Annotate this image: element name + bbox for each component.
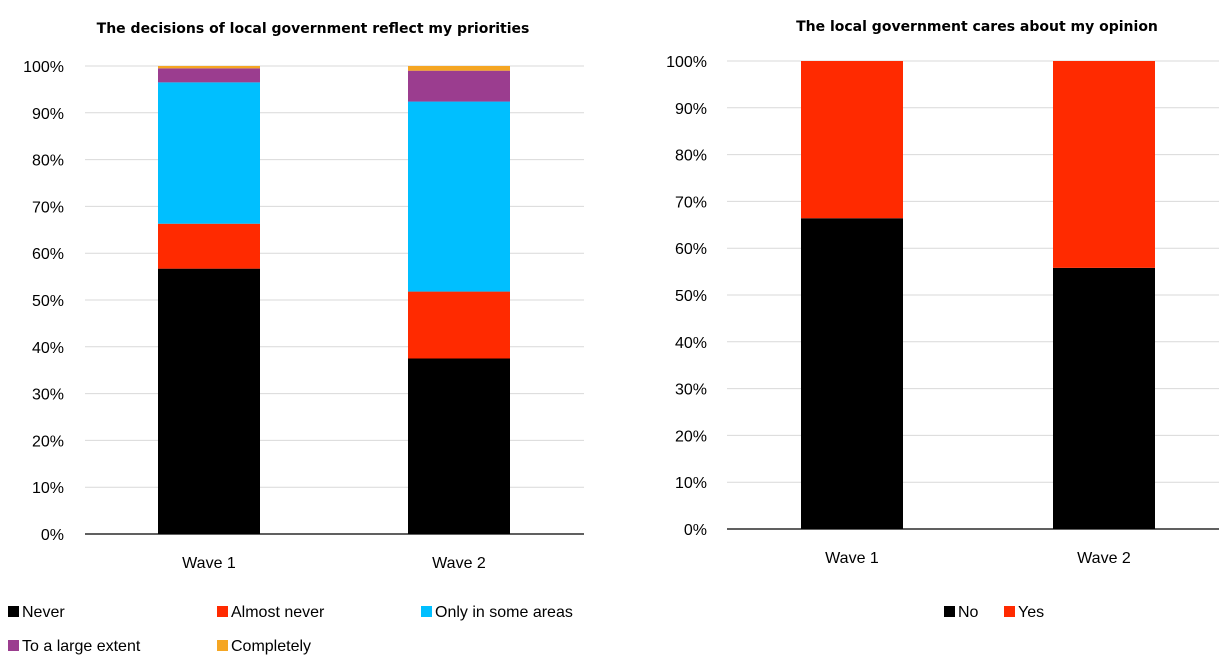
bar-segment [408, 101, 510, 292]
y-tick-label: 0% [684, 522, 707, 539]
chart-1-y-axis: 0% 10% 20% 30% 40% 50% 60% 70% 80% 90% 100% [23, 59, 64, 544]
legend-label: Only in some areas [435, 604, 573, 621]
bar-segment [1053, 61, 1155, 268]
legend-swatch [8, 640, 19, 651]
y-tick-label: 100% [23, 59, 64, 76]
x-tick-label: Wave 1 [825, 550, 879, 567]
bar-segment [158, 223, 260, 269]
y-tick-label: 20% [32, 433, 64, 450]
legend-item: No [944, 604, 979, 621]
x-tick-label: Wave 2 [1077, 550, 1131, 567]
bar-segment [408, 66, 510, 71]
x-tick-label: Wave 1 [182, 555, 236, 572]
y-tick-label: 0% [41, 527, 64, 544]
chart-1-x-axis: Wave 1 Wave 2 [85, 533, 584, 572]
legend-label: Almost never [231, 604, 325, 621]
chart-1-legend: Never Almost never Only in some areas To a … [8, 604, 573, 655]
bar-segment [158, 66, 260, 69]
y-tick-label: 30% [32, 387, 64, 404]
legend-label: Completely [231, 638, 311, 655]
legend-label: To a large extent [22, 638, 141, 655]
y-tick-label: 10% [675, 475, 707, 492]
bar-segment [801, 61, 903, 219]
y-tick-label: 50% [32, 293, 64, 310]
y-tick-label: 100% [666, 54, 707, 71]
legend-item: Yes [1004, 604, 1044, 621]
legend-item: Almost never [217, 604, 325, 621]
legend-label: Yes [1018, 604, 1044, 621]
legend-swatch [944, 606, 955, 617]
bar-segment [408, 358, 510, 534]
legend-swatch [217, 640, 228, 651]
y-tick-label: 50% [675, 288, 707, 305]
legend-item: Only in some areas [421, 604, 573, 621]
legend-label: Never [22, 604, 65, 621]
legend-swatch [1004, 606, 1015, 617]
y-tick-label: 40% [32, 340, 64, 357]
legend-swatch [217, 606, 228, 617]
y-tick-label: 70% [675, 194, 707, 211]
x-tick-label: Wave 2 [432, 555, 486, 572]
y-tick-label: 80% [32, 153, 64, 170]
chart-1-bars [158, 66, 510, 534]
legend-item: To a large extent [8, 638, 141, 655]
legend-label: No [958, 604, 979, 621]
y-tick-label: 90% [32, 106, 64, 123]
chart-2-y-axis: 0% 10% 20% 30% 40% 50% 60% 70% 80% 90% 100% [666, 54, 707, 539]
bar-segment [408, 291, 510, 359]
chart-2-title: The local government cares about my opin… [796, 19, 1158, 35]
legend-swatch [8, 606, 19, 617]
bar-segment [801, 218, 903, 530]
legend-item: Never [8, 604, 65, 621]
y-tick-label: 60% [32, 246, 64, 263]
y-tick-label: 90% [675, 101, 707, 118]
chart-2-x-axis: Wave 1 Wave 2 [727, 528, 1219, 567]
legend-swatch [421, 606, 432, 617]
y-tick-label: 30% [675, 382, 707, 399]
y-tick-label: 10% [32, 480, 64, 497]
chart-2-legend: No Yes [944, 604, 1044, 621]
y-tick-label: 40% [675, 335, 707, 352]
bar-segment [1053, 267, 1155, 529]
bar-segment [158, 82, 260, 224]
bar-segment [408, 70, 510, 102]
bar-segment [158, 268, 260, 534]
y-tick-label: 20% [675, 428, 707, 445]
chart-1-title: The decisions of local government reflec… [97, 21, 530, 37]
bar-segment [158, 68, 260, 83]
chart-decisions-priorities: The decisions of local government reflec… [8, 21, 584, 655]
chart-cares-opinion: The local government cares about my opin… [666, 19, 1219, 621]
y-tick-label: 70% [32, 199, 64, 216]
y-tick-label: 80% [675, 148, 707, 165]
chart-2-bars [801, 61, 1155, 530]
legend-item: Completely [217, 638, 311, 655]
y-tick-label: 60% [675, 241, 707, 258]
